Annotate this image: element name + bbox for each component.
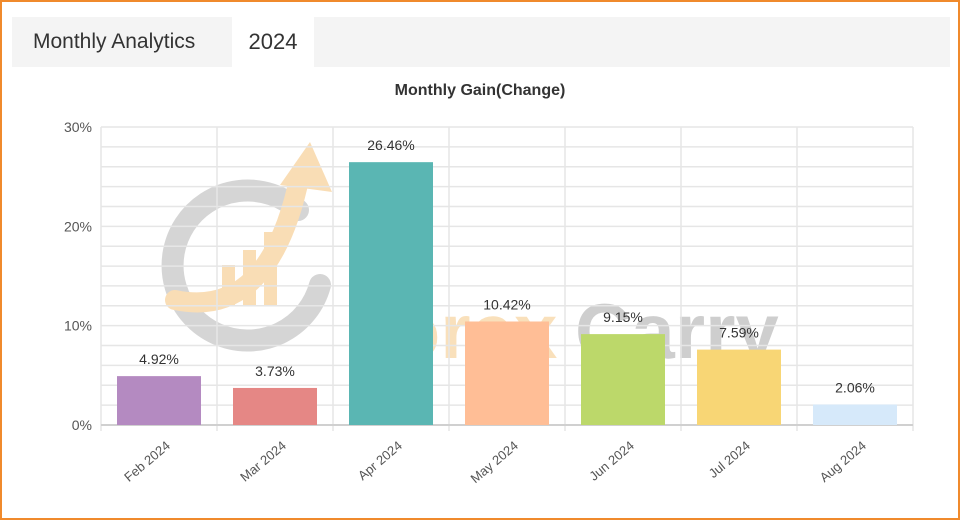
chart-title: Monthly Gain(Change) bbox=[395, 82, 566, 99]
bar[interactable] bbox=[465, 321, 549, 425]
chart-bars bbox=[117, 162, 897, 425]
bar[interactable] bbox=[697, 349, 781, 425]
bar[interactable] bbox=[813, 404, 897, 425]
y-tick-label: 30% bbox=[64, 119, 92, 135]
y-tick-label: 0% bbox=[72, 417, 92, 433]
data-label: 9.15% bbox=[603, 309, 643, 325]
x-tick-label: May 2024 bbox=[468, 438, 521, 486]
x-tick-label: Aug 2024 bbox=[817, 438, 869, 485]
y-tick-label: 10% bbox=[64, 318, 92, 334]
panel-header: Monthly Analytics 2024 bbox=[12, 17, 950, 67]
watermark-logo bbox=[161, 142, 332, 352]
x-tick-label: Apr 2024 bbox=[355, 438, 405, 483]
data-label: 3.73% bbox=[255, 363, 295, 379]
tab-year[interactable]: 2024 bbox=[232, 17, 314, 67]
data-label: 7.59% bbox=[719, 325, 759, 341]
x-tick-label: Jun 2024 bbox=[586, 438, 637, 484]
x-tick-label: Feb 2024 bbox=[121, 438, 173, 485]
bar[interactable] bbox=[233, 387, 317, 425]
y-tick-label: 20% bbox=[64, 218, 92, 234]
x-tick-label: Jul 2024 bbox=[706, 438, 753, 481]
data-label: 2.06% bbox=[835, 380, 875, 396]
data-label: 26.46% bbox=[367, 137, 414, 153]
bar[interactable] bbox=[349, 162, 433, 425]
panel-title: Monthly Analytics bbox=[33, 30, 196, 53]
data-label: 4.92% bbox=[139, 351, 179, 367]
bar[interactable] bbox=[581, 334, 665, 425]
data-label: 10.42% bbox=[483, 296, 530, 312]
bar[interactable] bbox=[117, 376, 201, 425]
x-tick-label: Mar 2024 bbox=[237, 438, 289, 485]
